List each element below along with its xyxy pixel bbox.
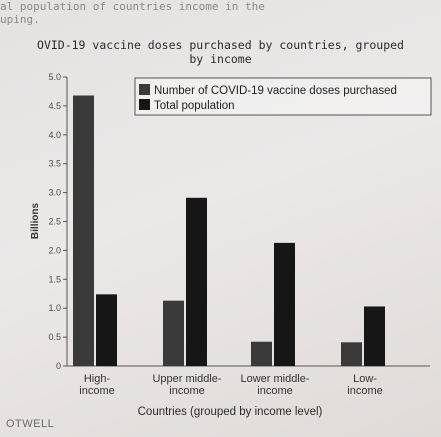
legend-box — [134, 77, 432, 116]
x-tick-label: income — [347, 385, 382, 397]
legend-swatch — [139, 84, 150, 95]
x-tick-label: income — [79, 385, 114, 397]
x-tick-label: income — [169, 385, 204, 397]
x-tick-label: High- — [84, 373, 111, 385]
chart-title: OVID-19 vaccine doses purchased by count… — [0, 38, 441, 66]
y-tick-label: 2.0 — [48, 245, 61, 255]
bar — [341, 342, 362, 366]
y-tick-label: 4.0 — [48, 130, 61, 140]
bar — [96, 294, 117, 366]
top-caption: al population of countries income in the… — [0, 0, 265, 26]
footer-credit: OTWELL — [6, 418, 55, 430]
top-caption-line-1: al population of countries income in the — [0, 0, 265, 13]
y-tick-label: 5.0 — [48, 72, 61, 82]
y-tick-label: 2.5 — [48, 217, 61, 227]
bar — [73, 95, 94, 366]
y-axis-label: Billions — [30, 203, 41, 240]
legend-entry: Total population — [154, 100, 235, 112]
bar — [186, 197, 207, 366]
bar — [163, 300, 184, 366]
x-tick-label: income — [257, 385, 292, 397]
x-tick-label: Upper middle- — [152, 373, 221, 385]
y-tick-label: 3.0 — [48, 188, 61, 198]
chart-title-line-2: by income — [189, 52, 252, 66]
top-caption-line-2: uping. — [0, 13, 40, 26]
x-tick-label: Lower middle- — [240, 373, 309, 385]
y-tick-label: 0 — [56, 361, 61, 371]
bar — [274, 242, 295, 366]
y-tick-label: 1.5 — [48, 274, 61, 284]
legend-swatch — [139, 99, 150, 110]
bar — [251, 341, 272, 366]
y-tick-label: 4.5 — [48, 101, 61, 111]
x-tick-label: Low- — [353, 373, 377, 385]
y-tick-label: 1.0 — [48, 303, 61, 313]
legend-entry: Number of COVID-19 vaccine doses purchas… — [154, 85, 397, 97]
bar — [364, 306, 385, 366]
y-tick-label: 0.5 — [48, 332, 61, 342]
chart-title-line-1: OVID-19 vaccine doses purchased by count… — [37, 38, 404, 52]
x-axis-label: Countries (grouped by income level) — [138, 406, 323, 418]
y-tick-label: 3.5 — [48, 159, 61, 169]
